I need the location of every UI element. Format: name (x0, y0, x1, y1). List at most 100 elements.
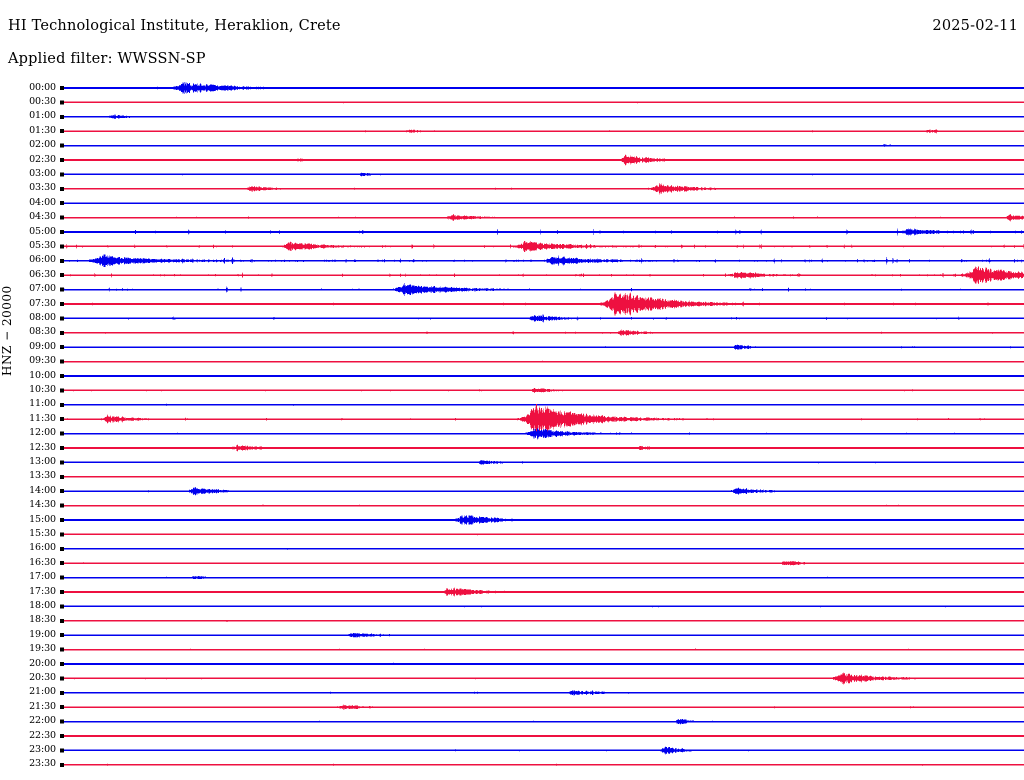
time-label: 13:00 (29, 455, 56, 467)
row-tick-mark (60, 388, 64, 393)
row-tick-mark (60, 590, 64, 594)
time-label: 22:30 (29, 729, 56, 741)
time-label: 07:00 (29, 283, 56, 295)
time-label: 15:00 (29, 513, 56, 525)
time-label: 17:00 (29, 571, 56, 583)
row-tick-mark (60, 129, 64, 134)
row-tick-mark (60, 402, 64, 407)
row-tick-mark (60, 100, 64, 105)
row-tick-mark (60, 604, 64, 609)
time-label: 16:30 (29, 556, 56, 568)
time-label: 06:00 (29, 254, 56, 266)
row-tick-mark (60, 345, 64, 350)
time-label: 12:00 (29, 427, 56, 439)
row-tick-mark (60, 474, 64, 479)
time-label: 02:30 (29, 153, 56, 165)
row-tick-mark (60, 546, 64, 551)
time-label: 17:30 (29, 585, 56, 597)
time-label: 11:30 (29, 412, 56, 424)
time-label: 21:30 (29, 700, 56, 712)
row-tick-mark (60, 417, 64, 422)
time-label: 14:30 (29, 499, 56, 511)
time-label: 12:30 (29, 441, 56, 453)
time-label: 23:00 (29, 743, 56, 755)
time-label: 03:00 (29, 167, 56, 179)
row-tick-mark (60, 143, 64, 148)
time-label: 01:00 (29, 110, 56, 122)
row-tick-mark (60, 374, 64, 378)
row-tick-mark (60, 489, 64, 494)
row-tick-mark (60, 734, 64, 738)
time-label: 08:30 (29, 326, 56, 338)
time-label: 19:30 (29, 643, 56, 655)
row-tick-mark (60, 330, 64, 335)
time-label: 08:00 (29, 311, 56, 323)
row-tick-mark (60, 503, 64, 508)
time-label: 07:30 (29, 297, 56, 309)
row-tick-mark (60, 86, 64, 90)
row-tick-mark (60, 431, 64, 436)
row-tick-mark (60, 273, 64, 278)
time-label: 03:30 (29, 182, 56, 194)
row-tick-mark (60, 215, 64, 220)
time-label: 23:30 (29, 758, 56, 770)
time-label: 06:30 (29, 268, 56, 280)
row-tick-mark (60, 446, 64, 450)
seismogram-traces (60, 81, 1024, 767)
time-label: 18:30 (29, 614, 56, 626)
row-tick-mark (60, 518, 64, 522)
row-tick-mark (60, 575, 64, 580)
row-tick-mark (60, 762, 64, 767)
row-tick-mark (60, 302, 64, 306)
time-label: 20:30 (29, 671, 56, 683)
row-tick-mark (60, 618, 64, 623)
time-label: 01:30 (29, 124, 56, 136)
row-tick-mark (60, 460, 64, 465)
row-tick-mark (60, 230, 64, 234)
row-tick-mark (60, 172, 64, 177)
time-label: 10:30 (29, 383, 56, 395)
time-label: 00:30 (29, 95, 56, 107)
row-tick-mark (60, 359, 64, 364)
row-tick-mark (60, 158, 64, 162)
row-tick-mark (60, 201, 64, 206)
time-label: 13:30 (29, 470, 56, 482)
row-tick-mark (60, 676, 64, 681)
time-label: 05:30 (29, 239, 56, 251)
time-label: 02:00 (29, 139, 56, 151)
time-label: 16:00 (29, 542, 56, 554)
time-label: 11:00 (29, 398, 56, 410)
row-tick-mark (60, 532, 64, 537)
row-tick-mark (60, 244, 64, 249)
time-label: 04:00 (29, 196, 56, 208)
time-label: 18:00 (29, 599, 56, 611)
time-label: 09:30 (29, 355, 56, 367)
row-tick-mark (60, 719, 64, 724)
time-label: 10:00 (29, 369, 56, 381)
time-label: 04:30 (29, 211, 56, 223)
row-tick-mark (60, 287, 64, 292)
row-tick-mark (60, 662, 64, 666)
time-label: 05:00 (29, 225, 56, 237)
row-tick-mark (60, 705, 64, 710)
helicorder-plot: 00:00 00:30 01:00 01:30 02:00 02:30 03:00 03:30… (0, 76, 1024, 780)
row-tick-mark (60, 316, 64, 321)
row-tick-mark (60, 258, 64, 263)
station-title: HI Technological Institute, Heraklion, C… (8, 18, 341, 34)
applied-filter-label: Applied filter: WWSSN-SP (8, 51, 206, 67)
time-label: 14:00 (29, 484, 56, 496)
row-tick-mark (60, 647, 64, 652)
time-label: 19:00 (29, 628, 56, 640)
time-label: 22:00 (29, 715, 56, 727)
time-label: 09:00 (29, 340, 56, 352)
time-label: 21:00 (29, 686, 56, 698)
row-tick-mark (60, 690, 64, 695)
row-tick-mark (60, 633, 64, 638)
row-tick-mark (60, 114, 64, 119)
time-label: 15:30 (29, 527, 56, 539)
time-label: 00:00 (29, 81, 56, 93)
row-tick-mark (60, 561, 64, 566)
record-date: 2025-02-11 (932, 18, 1018, 34)
row-tick-mark (60, 748, 64, 753)
